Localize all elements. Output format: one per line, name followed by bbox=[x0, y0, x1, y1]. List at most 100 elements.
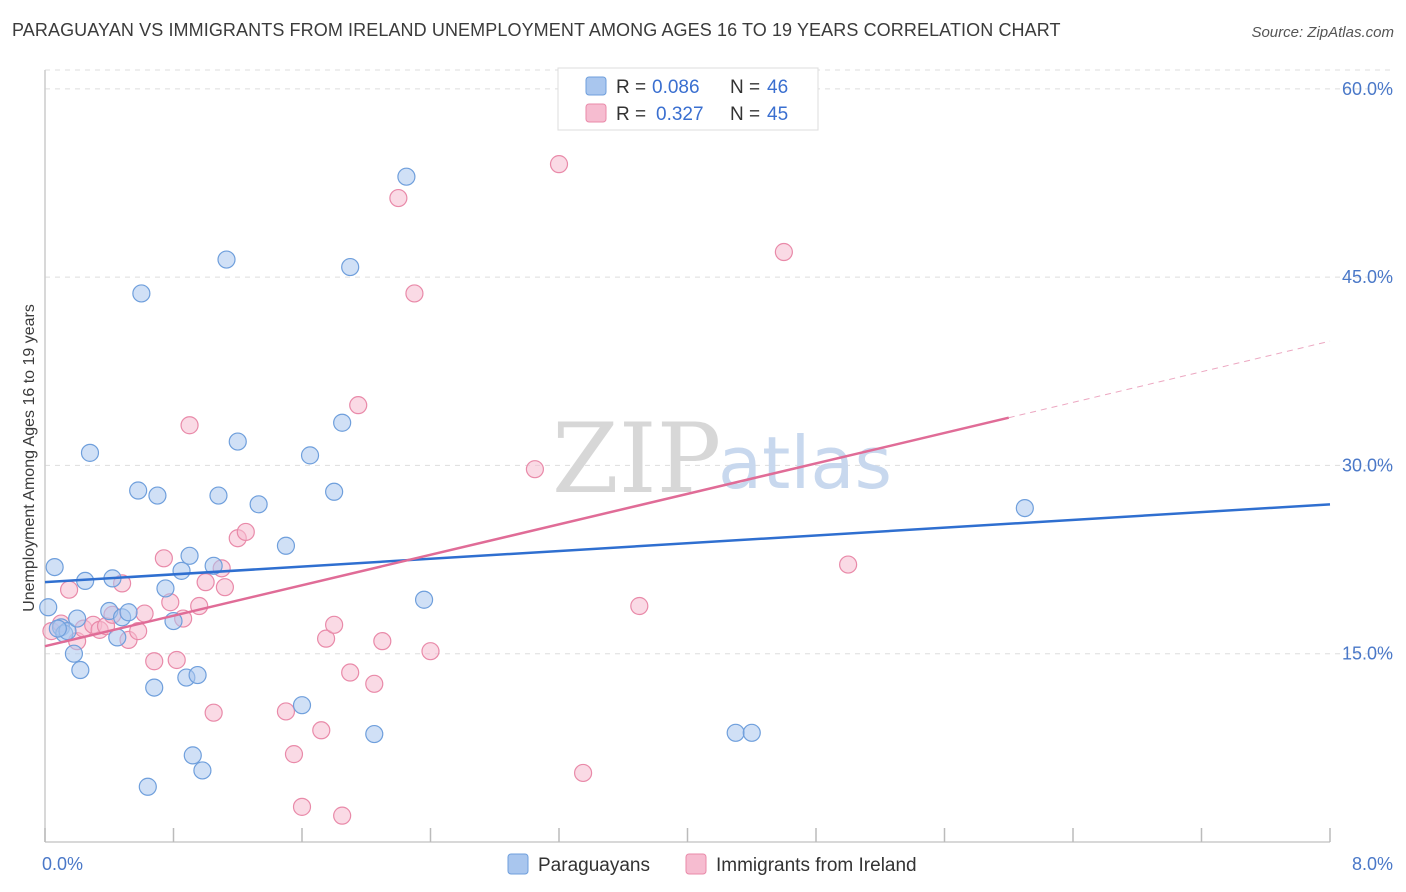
source-credit: Source: ZipAtlas.com bbox=[1251, 24, 1394, 41]
ireland-point bbox=[421, 642, 440, 661]
ireland-point bbox=[312, 721, 331, 740]
bottom-legend-swatch-ireland bbox=[685, 853, 707, 875]
x-tick-label-min: 0.0% bbox=[42, 854, 83, 874]
bottom-legend: Paraguayans Immigrants from Ireland bbox=[507, 853, 917, 876]
paraguayans-point bbox=[119, 603, 138, 622]
paraguayans-point bbox=[300, 446, 320, 465]
ireland-point bbox=[135, 604, 154, 623]
paraguayans-point bbox=[292, 696, 312, 715]
ireland-point bbox=[573, 763, 593, 783]
paraguayans-trend-line bbox=[44, 503, 1331, 584]
paraguayans-point bbox=[64, 644, 84, 663]
paraguayans-point bbox=[341, 257, 360, 277]
paraguayans-point bbox=[39, 598, 58, 617]
x-tick-labels: 0.0% 8.0% bbox=[42, 854, 1393, 874]
ireland-point bbox=[349, 396, 368, 415]
paraguayans-point bbox=[145, 678, 164, 697]
paraguayans-point bbox=[180, 546, 199, 565]
paraguayans-point bbox=[209, 486, 228, 505]
legend-r-label-1: R = bbox=[616, 77, 646, 98]
ireland-point bbox=[774, 242, 793, 262]
ireland-point bbox=[341, 663, 360, 682]
y-tick-label: 60.0% bbox=[1342, 79, 1393, 99]
ireland-point bbox=[839, 555, 858, 574]
data-points bbox=[39, 155, 1034, 825]
ireland-point bbox=[145, 652, 164, 671]
ireland-point bbox=[154, 549, 173, 568]
paraguayans-point bbox=[217, 250, 236, 269]
ireland-trend-line bbox=[44, 416, 1010, 648]
watermark-zip: ZIP bbox=[552, 403, 721, 515]
ireland-point bbox=[129, 622, 148, 641]
paraguayans-point bbox=[48, 619, 67, 638]
ireland-point bbox=[236, 522, 255, 542]
correlation-legend: R = 0.086 N = 46 R = 0.327 N = 45 bbox=[557, 67, 819, 131]
legend-swatch-paraguayans bbox=[585, 76, 607, 96]
ireland-point bbox=[276, 702, 296, 721]
ireland-point bbox=[215, 578, 234, 597]
ireland-point bbox=[525, 460, 545, 479]
legend-r-value-2: 0.327 bbox=[656, 104, 704, 125]
paraguayans-point bbox=[138, 777, 157, 796]
paraguayans-point bbox=[132, 284, 151, 303]
legend-n-label-2: N = bbox=[730, 104, 760, 125]
ireland-point bbox=[630, 596, 649, 616]
ireland-point bbox=[167, 650, 186, 670]
ireland-point bbox=[292, 797, 312, 816]
ireland-point bbox=[333, 806, 352, 825]
watermark: ZIP atlas bbox=[552, 403, 892, 515]
paraguayans-point bbox=[333, 413, 352, 432]
watermark-atlas: atlas bbox=[718, 421, 892, 505]
paraguayans-point bbox=[156, 579, 175, 598]
bottom-legend-paraguayans: Paraguayans bbox=[538, 855, 650, 876]
legend-r-value-1: 0.086 bbox=[652, 77, 700, 98]
trend-lines bbox=[44, 340, 1331, 648]
paraguayans-point bbox=[1015, 498, 1034, 518]
paraguayans-point bbox=[45, 557, 64, 577]
grid-lines bbox=[45, 69, 1395, 655]
ireland-point bbox=[389, 188, 408, 208]
chart-title: PARAGUAYAN VS IMMIGRANTS FROM IRELAND UN… bbox=[12, 20, 1061, 40]
y-tick-label: 30.0% bbox=[1342, 455, 1393, 475]
paraguayans-point bbox=[726, 723, 745, 742]
bottom-legend-ireland: Immigrants from Ireland bbox=[716, 855, 917, 876]
legend-n-label-1: N = bbox=[730, 77, 760, 98]
paraguayans-point bbox=[204, 556, 223, 575]
paraguayans-point bbox=[80, 443, 100, 462]
legend-swatch-ireland bbox=[585, 103, 607, 123]
ireland-point bbox=[373, 632, 392, 651]
legend-n-value-2: 45 bbox=[767, 104, 788, 125]
x-tick-label-max: 8.0% bbox=[1352, 854, 1393, 874]
paraguayans-point bbox=[397, 167, 416, 186]
paraguayans-point bbox=[71, 660, 90, 680]
ireland-point bbox=[405, 284, 424, 303]
ireland-point bbox=[365, 674, 384, 693]
ireland-point bbox=[59, 580, 79, 599]
paraguayans-point bbox=[325, 482, 344, 501]
ireland-point bbox=[180, 416, 199, 435]
paraguayans-point bbox=[276, 536, 296, 555]
paraguayans-point bbox=[172, 561, 191, 580]
legend-n-value-1: 46 bbox=[767, 77, 788, 98]
ireland-point bbox=[316, 629, 336, 648]
paraguayans-point bbox=[188, 665, 207, 685]
axes bbox=[44, 70, 1331, 843]
legend-r-label-2: R = bbox=[616, 104, 646, 125]
paraguayans-point bbox=[414, 590, 434, 609]
paraguayans-point bbox=[193, 761, 212, 780]
paraguayans-point bbox=[148, 486, 167, 505]
paraguayans-point bbox=[742, 723, 761, 742]
paraguayans-point bbox=[129, 481, 148, 500]
ireland-point bbox=[549, 155, 569, 174]
ireland-point bbox=[325, 615, 344, 634]
ireland-trend-extension bbox=[1008, 340, 1331, 419]
y-tick-labels: 15.0% 30.0% 45.0% 60.0% bbox=[1342, 79, 1393, 664]
paraguayans-point bbox=[68, 609, 87, 628]
paraguayans-point bbox=[228, 432, 247, 451]
paraguayans-point bbox=[365, 724, 384, 744]
y-tick-label: 45.0% bbox=[1342, 267, 1393, 287]
y-tick-label: 15.0% bbox=[1342, 644, 1393, 664]
ireland-point bbox=[196, 573, 215, 592]
paraguayans-point bbox=[183, 746, 202, 765]
